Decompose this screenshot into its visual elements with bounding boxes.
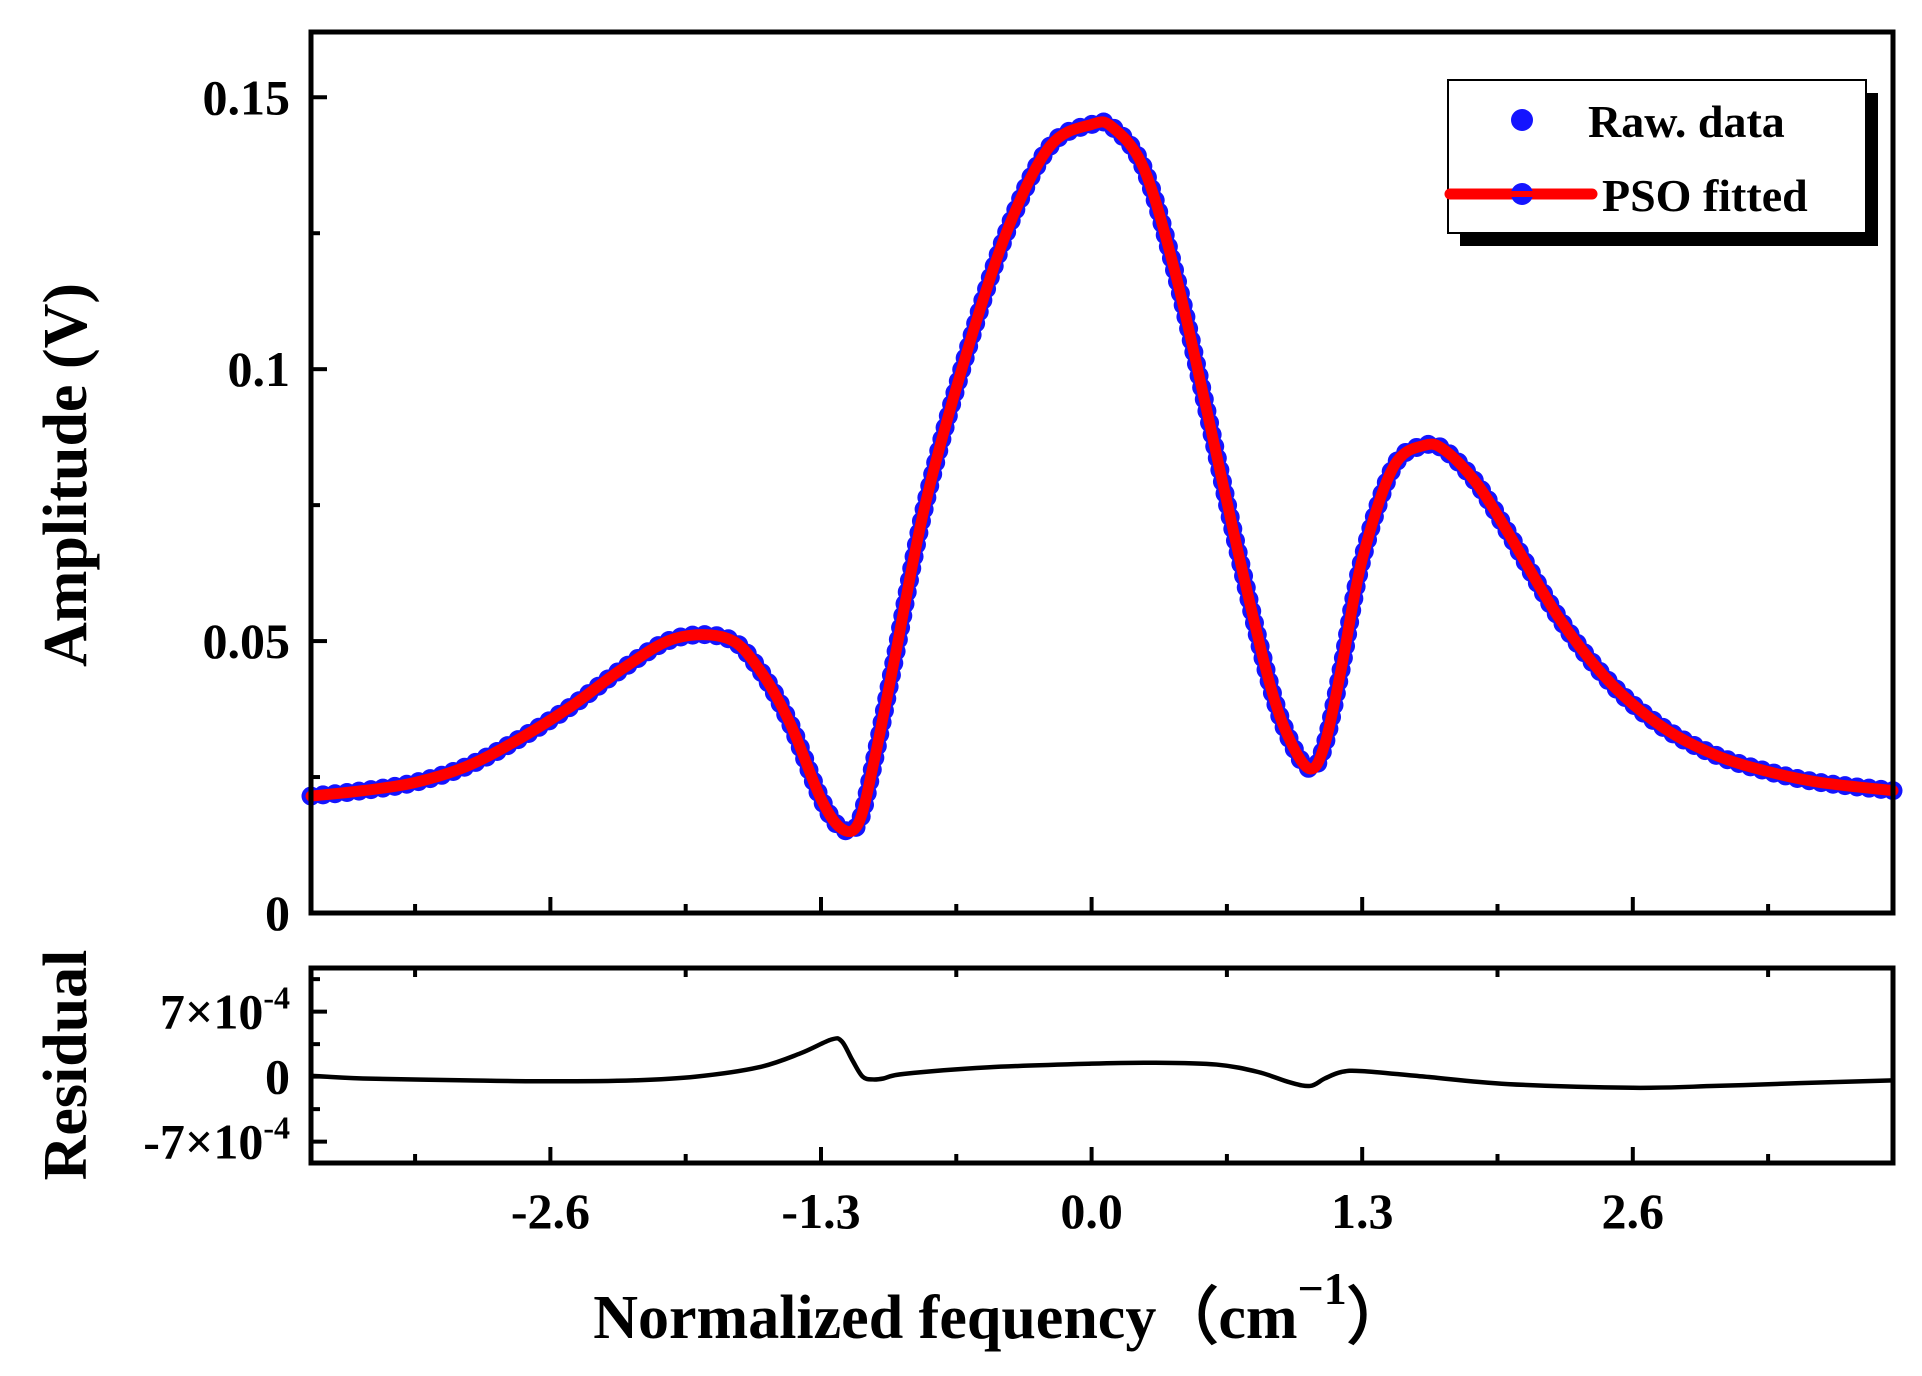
x-axis-title-main: Normalized fequency（cm xyxy=(593,1282,1297,1352)
x-tick-label: -2.6 xyxy=(511,1183,590,1239)
legend-fit-label: PSO fitted xyxy=(1602,170,1808,221)
main-data-layer xyxy=(301,112,1903,841)
main-ytick-labels: 0 0.05 0.1 0.15 xyxy=(203,69,291,941)
legend-raw-marker xyxy=(1511,109,1533,131)
x-tick-label: 2.6 xyxy=(1602,1183,1665,1239)
residual-xtick-labels: -2.6 -1.3 0.0 1.3 2.6 xyxy=(511,1183,1664,1239)
residual-line xyxy=(310,1036,1894,1091)
residual-ticks xyxy=(311,968,1771,1163)
residual-plot-frame xyxy=(308,965,1896,1166)
residual-data-layer xyxy=(310,1036,1894,1091)
residual-panel: -7×10-407×10-4 -2.6 -1.3 0.0 1.3 2.6 Residua… xyxy=(32,950,1896,1239)
residual-ytick-label: -7×10-4 xyxy=(143,1110,290,1170)
legend-box xyxy=(1447,79,1867,234)
legend-raw-label: Raw. data xyxy=(1588,96,1785,147)
main-plot-frame xyxy=(308,29,1896,916)
x-tick-label: 1.3 xyxy=(1331,1183,1394,1239)
x-axis-title: Normalized fequency（cm−1） xyxy=(593,1263,1408,1352)
x-axis-title-superscript: −1 xyxy=(1298,1263,1347,1314)
main-ylabel: Amplitude (V) xyxy=(32,283,100,667)
residual-ytick-mantissa: -7×10 xyxy=(143,1114,263,1170)
main-ytick-label: 0.05 xyxy=(203,613,291,669)
residual-ytick-mantissa: 0 xyxy=(265,1049,290,1105)
x-tick-label: -1.3 xyxy=(781,1183,860,1239)
main-panel: 0 0.05 0.1 0.15 Amplitude (V) Raw. data PSO… xyxy=(32,29,1903,941)
residual-ylabel: Residual xyxy=(32,950,100,1181)
residual-ytick-label: 7×10-4 xyxy=(160,980,290,1040)
main-ytick-label: 0.15 xyxy=(203,69,291,125)
pso-fitted-line xyxy=(305,116,1899,838)
residual-ytick-exponent: -4 xyxy=(263,980,290,1016)
main-ytick-label: 0 xyxy=(265,885,290,941)
legend: Raw. data PSO fitted xyxy=(1444,79,1878,246)
residual-ytick-exponent: -4 xyxy=(263,1110,290,1146)
residual-ytick-mantissa: 7×10 xyxy=(160,984,264,1040)
residual-ytick-labels: -7×10-407×10-4 xyxy=(143,980,290,1170)
x-tick-label: 0.0 xyxy=(1060,1183,1123,1239)
main-ytick-label: 0.1 xyxy=(228,341,291,397)
main-ticks xyxy=(311,95,1771,915)
residual-ytick-label: 0 xyxy=(265,1049,290,1105)
x-axis-title-close: ） xyxy=(1347,1282,1409,1352)
